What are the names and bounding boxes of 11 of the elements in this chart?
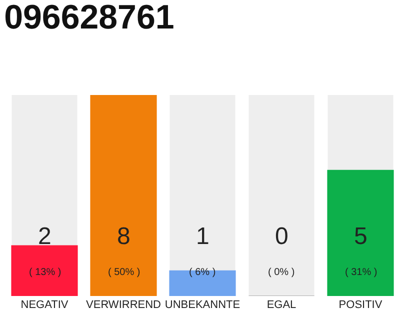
x-tick-label: VERWIRREND — [86, 299, 162, 311]
data-label: 8 ( 50% ) — [108, 223, 140, 278]
x-tick-label: NEGATIV — [20, 299, 69, 311]
data-label: 0 ( 0% ) — [268, 223, 295, 278]
data-label: 5 ( 31% ) — [345, 223, 378, 278]
x-tick-label: POSITIV — [338, 299, 383, 311]
x-tick-label: UNBEKANNTE — [164, 299, 240, 311]
data-label: 1 ( 6% ) — [189, 223, 216, 278]
chart-title: 096628761 — [4, 0, 174, 37]
x-tick-label: EGAL — [266, 299, 296, 311]
data-label: 2 ( 13% ) — [29, 223, 62, 278]
